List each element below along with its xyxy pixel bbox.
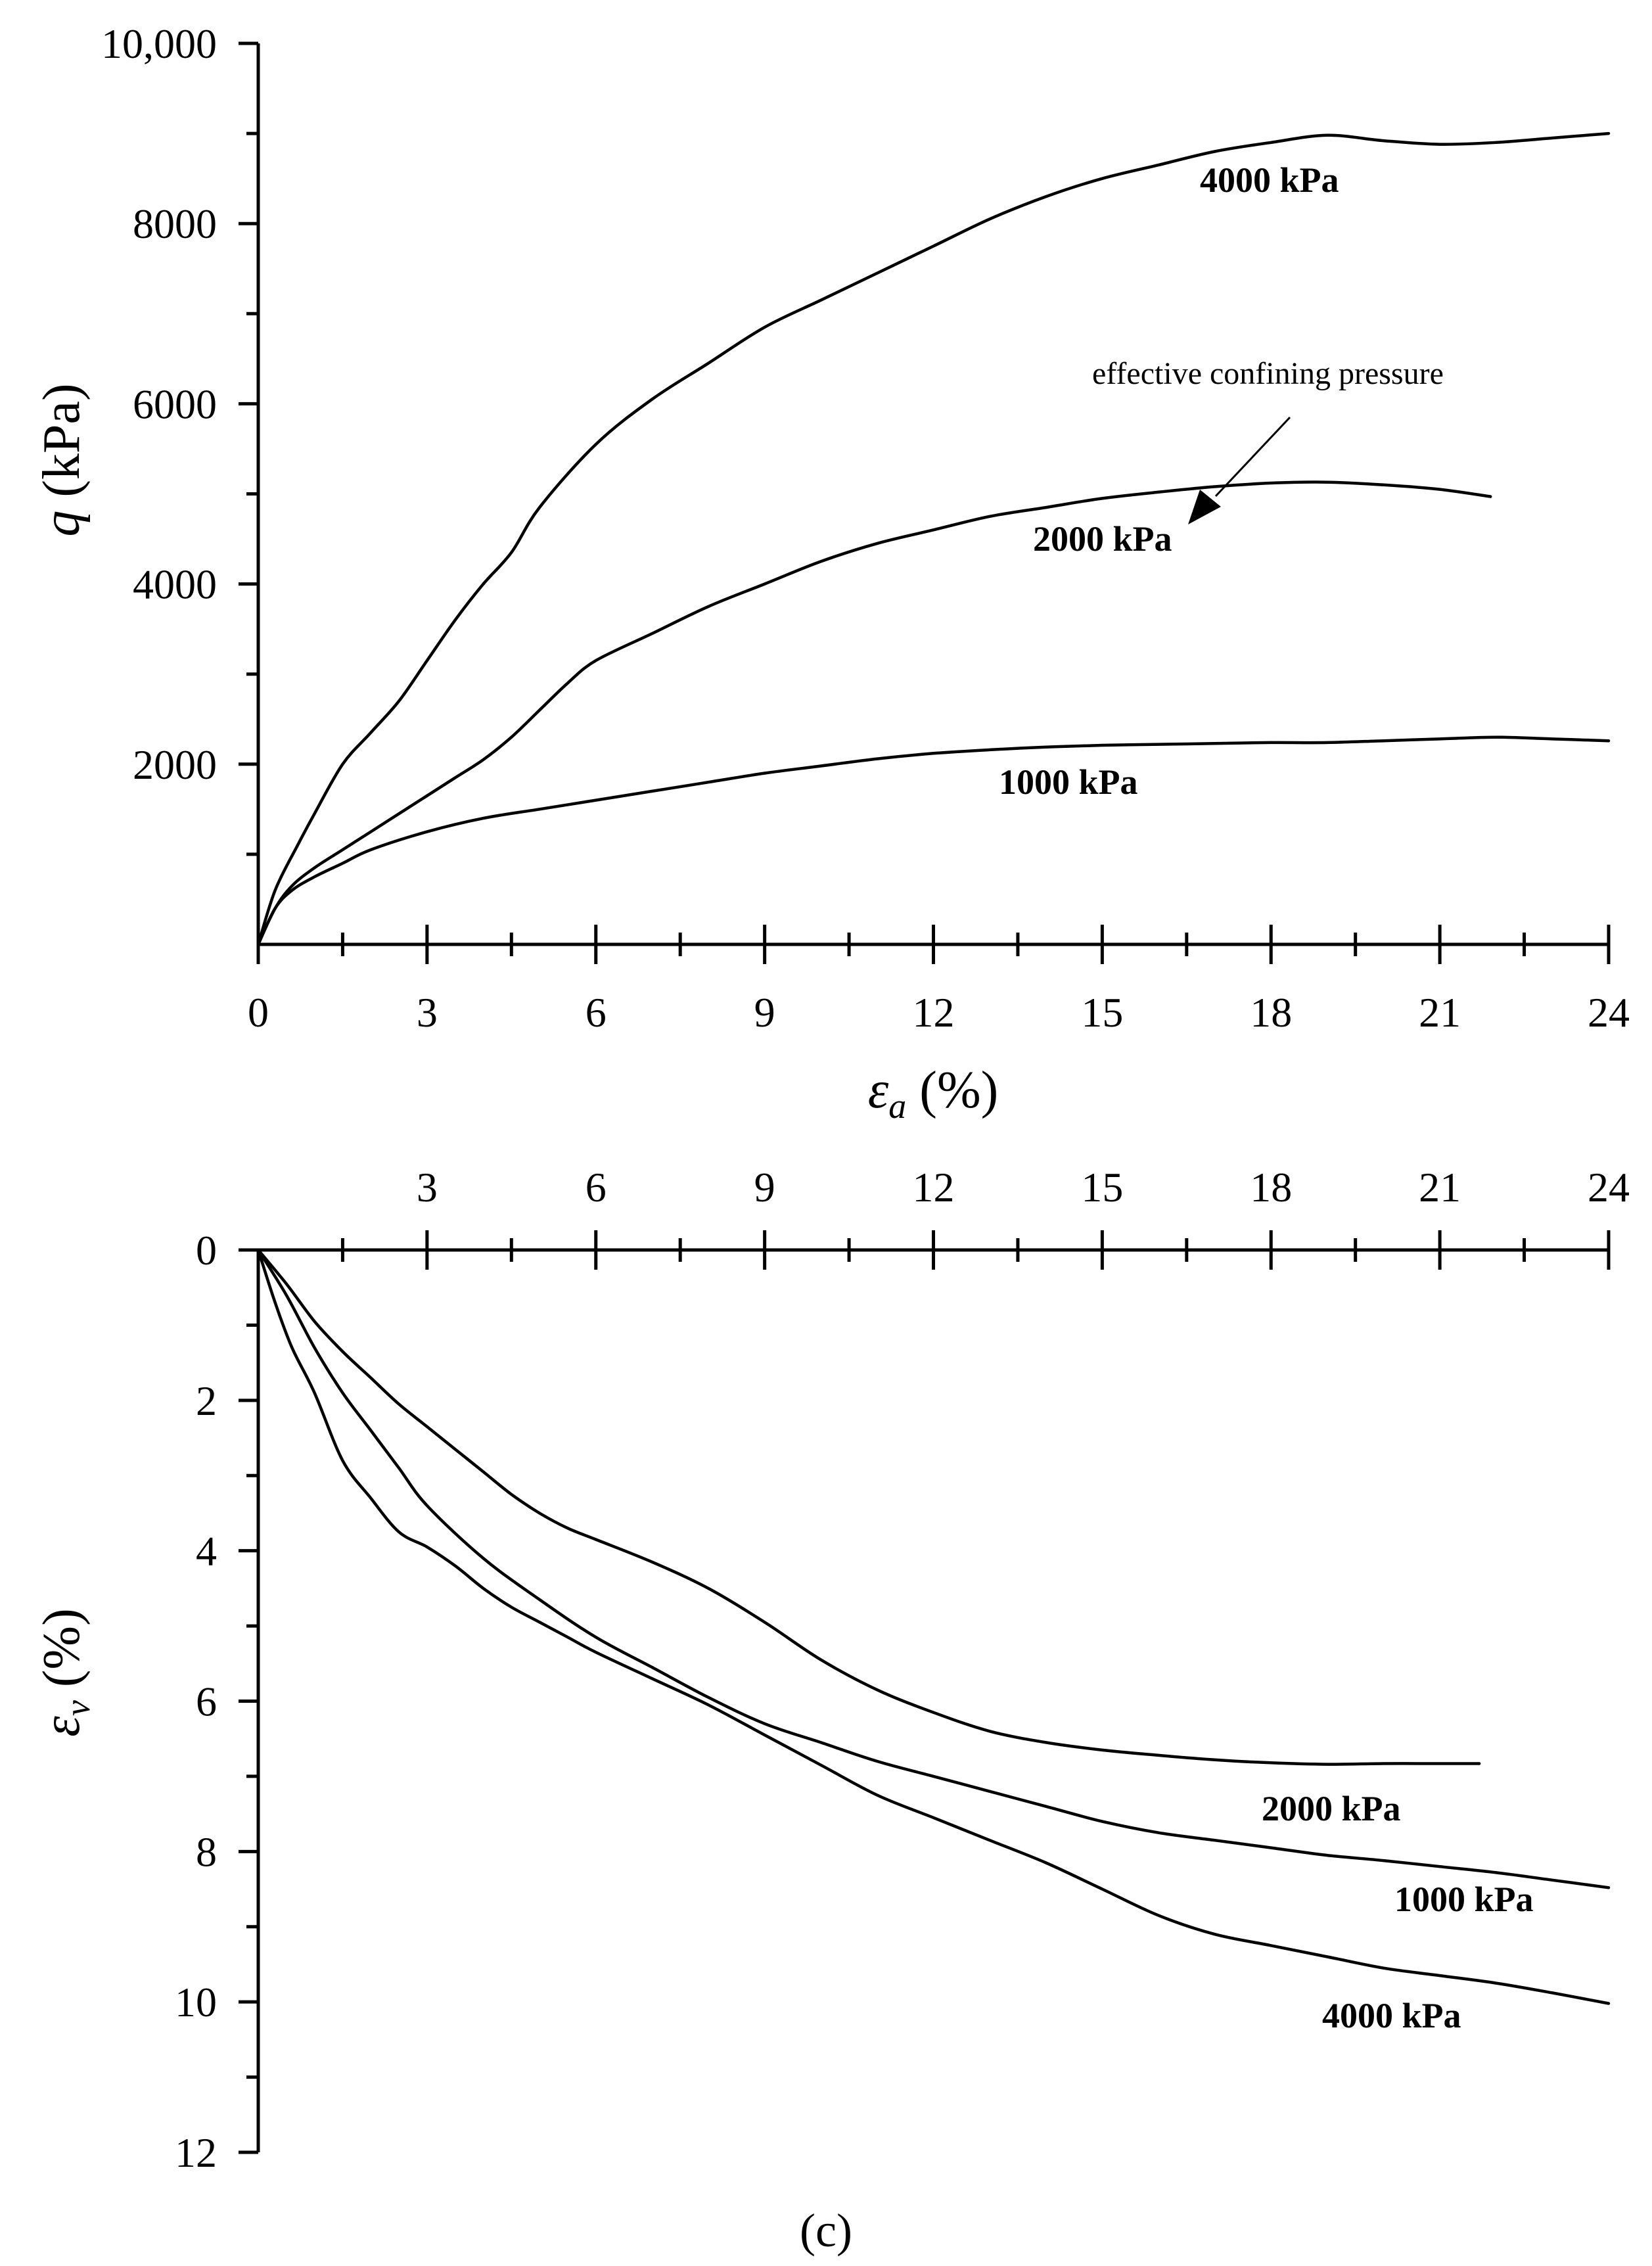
- bottom-series-label-2000: 2000 kPa: [1262, 1789, 1401, 1828]
- bottom-x-tick-label: 21: [1419, 1164, 1461, 1211]
- bottom-series-line-1000: [256, 1248, 1611, 1889]
- top-chart-ticks: 0 3 6 9 12 15 18 21 24 2000 4000 6000 8000 10,000: [101, 20, 1630, 1036]
- bottom-y-axis-title: εv (%): [33, 1608, 97, 1736]
- top-y-tick-label: 2000: [133, 741, 217, 788]
- top-x-tick-label: 12: [913, 989, 955, 1036]
- top-x-tick-label: 6: [585, 989, 607, 1036]
- top-series-label-4000: 4000 kPa: [1200, 160, 1339, 200]
- annotation-effective-confining-pressure: effective confining pressure: [1092, 356, 1444, 391]
- top-x-tick-label: 15: [1081, 989, 1123, 1036]
- top-y-tick-label: 6000: [133, 381, 217, 427]
- top-chart-panel: 0 3 6 9 12 15 18 21 24 2000 4000 6000 8000 10,000 q (…: [33, 20, 1630, 1126]
- top-x-tick-label: 24: [1588, 989, 1630, 1036]
- bottom-x-tick-label: 6: [585, 1164, 607, 1211]
- bottom-y-tick-label: 0: [196, 1227, 217, 1274]
- top-chart-series: [256, 131, 1611, 946]
- top-y-tick-label: 4000: [133, 561, 217, 608]
- bottom-series-line-2000: [256, 1248, 1481, 1766]
- annotation-arrow: [1188, 416, 1291, 524]
- top-series-label-1000: 1000 kPa: [999, 762, 1138, 802]
- bottom-x-tick-label: 15: [1081, 1164, 1123, 1211]
- top-y-tick-label: 10,000: [101, 20, 217, 67]
- bottom-y-tick-label: 8: [196, 1828, 217, 1875]
- bottom-y-tick-label: 4: [196, 1528, 217, 1575]
- bottom-x-tick-label: 24: [1588, 1164, 1630, 1211]
- top-series-label-2000: 2000 kPa: [1033, 519, 1172, 559]
- bottom-y-tick-label: 10: [175, 1979, 217, 2025]
- bottom-series-label-1000: 1000 kPa: [1394, 1880, 1534, 1919]
- bottom-series-line-4000: [256, 1248, 1611, 2005]
- bottom-chart-series: [256, 1248, 1611, 2005]
- top-x-axis-title: εa (%): [868, 1061, 998, 1126]
- top-y-axis-title: q (kPa): [33, 383, 91, 536]
- bottom-series-label-4000: 4000 kPa: [1322, 1996, 1461, 2035]
- top-x-tick-label: 3: [417, 989, 438, 1036]
- bottom-y-tick-label: 6: [196, 1678, 217, 1725]
- top-series-line-4000: [256, 131, 1611, 946]
- bottom-y-tick-label: 12: [175, 2129, 217, 2176]
- top-y-tick-label: 8000: [133, 200, 217, 247]
- bottom-x-tick-label: 9: [754, 1164, 775, 1211]
- top-x-tick-label: 21: [1419, 989, 1461, 1036]
- top-series-line-2000: [256, 480, 1492, 946]
- top-series-line-1000: [256, 735, 1611, 946]
- bottom-x-tick-label: 3: [417, 1164, 438, 1211]
- bottom-y-tick-label: 2: [196, 1377, 217, 1424]
- panel-label: (c): [800, 2204, 852, 2257]
- top-x-tick-label: 9: [754, 989, 775, 1036]
- top-x-tick-label: 18: [1250, 989, 1292, 1036]
- bottom-x-tick-label: 12: [913, 1164, 955, 1211]
- bottom-x-tick-label: 18: [1250, 1164, 1292, 1211]
- top-x-tick-label: 0: [248, 989, 269, 1036]
